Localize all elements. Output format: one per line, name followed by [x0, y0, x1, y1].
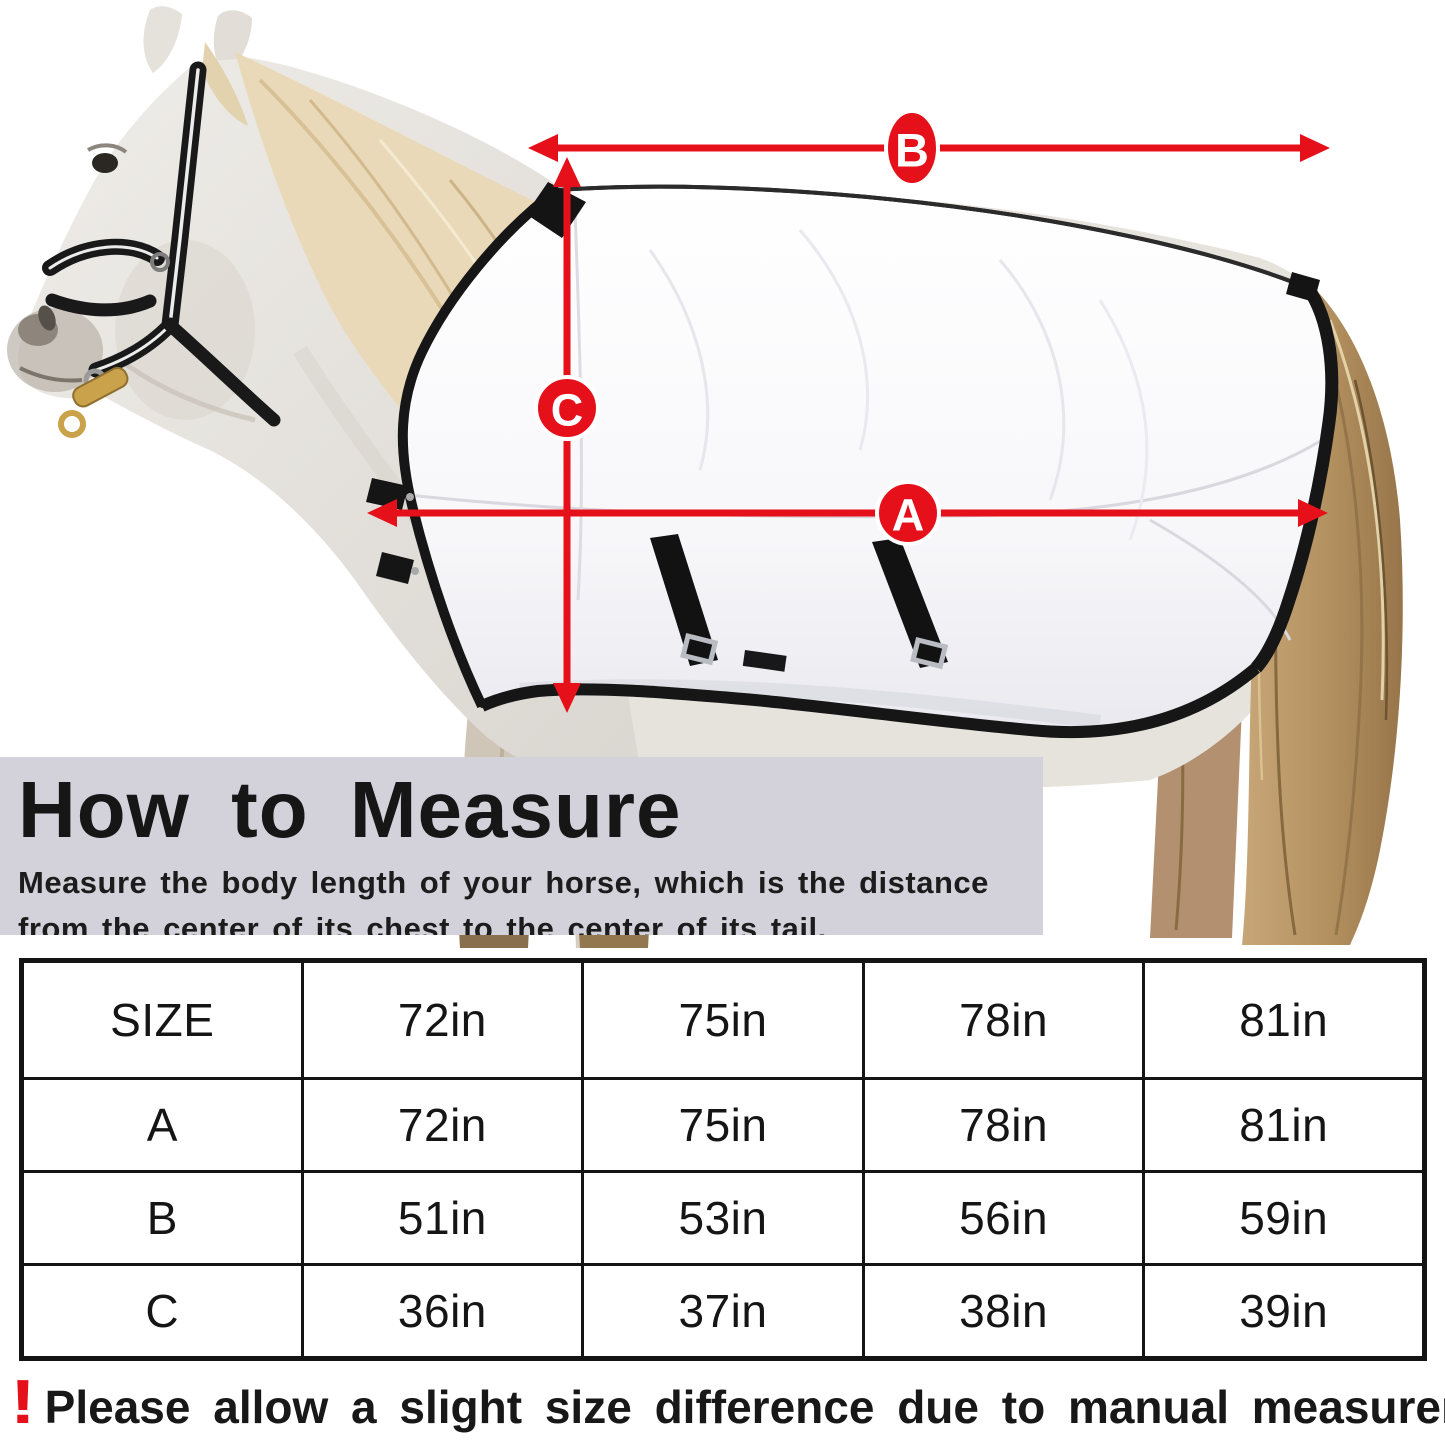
size-table-cell: 78in — [861, 1077, 1146, 1173]
row-label-cell: C — [20, 1263, 304, 1360]
measurement-arrows: B C A — [367, 109, 1330, 713]
front-trim — [397, 185, 560, 709]
size-table-row-c: C 36in 37in 38in 39in — [20, 1263, 1426, 1360]
exclamation-icon: ! — [10, 1368, 36, 1437]
front-closure-tabs — [366, 478, 419, 584]
size-table-cell: 59in — [1142, 1170, 1426, 1266]
measurement-note: ! Please allow a slight size difference … — [10, 1372, 1445, 1434]
size-table-cell: 38in — [861, 1263, 1146, 1360]
buckle — [910, 636, 949, 670]
brass-clip — [58, 366, 129, 438]
nostril — [38, 305, 56, 331]
row-label-cell: B — [20, 1170, 304, 1266]
wither-strap — [526, 182, 586, 238]
how-to-measure-description: Measure the body length of your horse, w… — [18, 860, 1043, 935]
size-table-header-cell: 72in — [300, 959, 585, 1080]
description-line-2: from the center of its chest to the cent… — [18, 911, 827, 935]
note-text: Please allow a slight size difference du… — [44, 1381, 1445, 1433]
back-trim — [556, 184, 1309, 290]
size-table-cell: 75in — [581, 1077, 865, 1173]
size-table-cell: 36in — [300, 1263, 585, 1360]
fly-sheet — [366, 182, 1339, 739]
buckle — [680, 632, 719, 666]
size-table-cell: 39in — [1142, 1263, 1426, 1360]
size-table-cell: 53in — [581, 1170, 865, 1266]
size-table-row-a: A 72in 75in 78in 81in — [20, 1077, 1426, 1173]
arrow-label-c: C — [551, 385, 584, 436]
size-table-cell: 72in — [300, 1077, 585, 1173]
row-label-cell: A — [20, 1077, 304, 1173]
size-table-cell: 81in — [1142, 1077, 1426, 1173]
how-to-measure-panel: How to Measure Measure the body length o… — [0, 757, 1043, 935]
bottom-trim — [479, 663, 1260, 739]
how-to-measure-title: How to Measure — [18, 765, 682, 854]
measure-arrow-a: A — [367, 480, 1328, 546]
rear-trim — [1251, 284, 1339, 673]
size-table-header-cell: 75in — [581, 959, 865, 1080]
size-table-header-cell: SIZE — [20, 959, 304, 1080]
size-table-header-row: SIZE 72in 75in 78in 81in — [20, 959, 1426, 1080]
belly-straps — [650, 534, 949, 672]
size-table: SIZE 72in 75in 78in 81in A 72in 75in 78i… — [19, 958, 1427, 1361]
halter — [42, 61, 281, 438]
eye — [92, 153, 118, 173]
size-table-header-cell: 78in — [861, 959, 1146, 1080]
arrow-label-a: A — [892, 490, 925, 541]
size-table-cell: 51in — [300, 1170, 585, 1266]
description-line-1: Measure the body length of your horse, w… — [18, 864, 989, 900]
measure-arrow-b: B — [528, 109, 1330, 187]
tail-strap — [1286, 272, 1320, 302]
size-table-cell: 37in — [581, 1263, 865, 1360]
size-table-header-cell: 81in — [1142, 959, 1426, 1080]
size-table-cell: 56in — [861, 1170, 1146, 1266]
arrow-label-b: B — [895, 124, 929, 177]
horse-photo: B C A — [7, 6, 1403, 948]
size-table-row-b: B 51in 53in 56in 59in — [20, 1170, 1426, 1266]
forelock — [202, 42, 248, 126]
measure-arrow-c: C — [534, 157, 600, 713]
